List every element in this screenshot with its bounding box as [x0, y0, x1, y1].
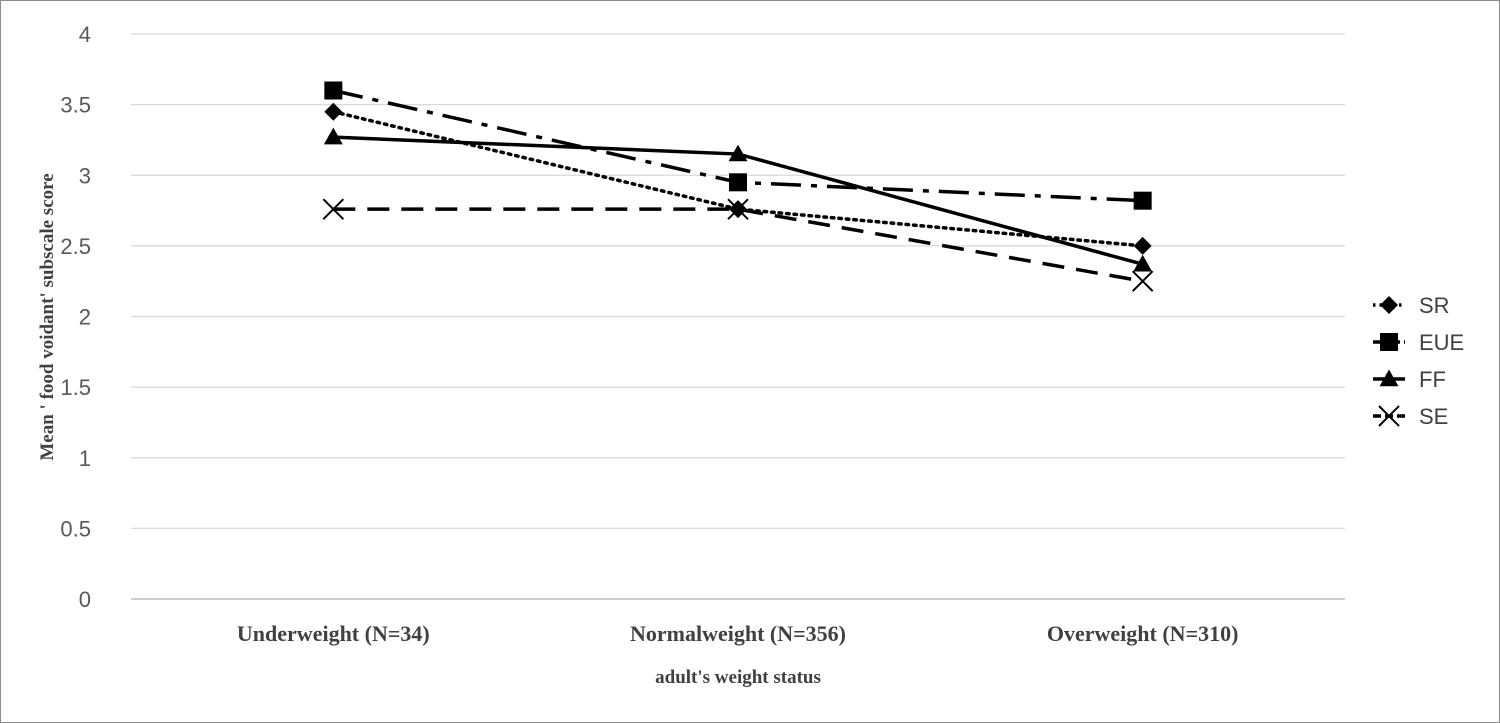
legend-label-sr: SR [1419, 293, 1450, 318]
y-axis-title: Mean ' food voidant' subscale score [37, 173, 58, 460]
gridlines [131, 33, 1345, 600]
y-tick-label: 4 [79, 22, 91, 47]
data-point-eue [729, 173, 747, 192]
x-category-label: Underweight (N=34) [237, 621, 430, 646]
data-point-eue [324, 81, 343, 100]
data-point-ff [1133, 254, 1153, 272]
x-axis-title: adult's weight status [655, 667, 821, 688]
legend-marker-se [1378, 405, 1400, 427]
legend-marker-eue [1380, 333, 1398, 351]
y-tick-label: 3 [79, 163, 91, 188]
data-point-sr [1133, 236, 1152, 255]
data-point-se [322, 198, 345, 220]
y-tick-label: 1 [79, 446, 91, 471]
series-line-se [333, 207, 1143, 283]
data-point-ff [728, 144, 748, 162]
y-tick-label: 0 [79, 587, 91, 612]
legend: SR EUE FF SE [1373, 293, 1464, 429]
legend-label-eue: EUE [1419, 330, 1464, 355]
legend-label-se: SE [1419, 404, 1448, 429]
data-point-ff [323, 127, 343, 145]
y-tick-label: 2.5 [60, 234, 91, 259]
y-tick-label: 0.5 [60, 516, 91, 541]
y-tick-label: 1.5 [60, 375, 91, 400]
data-point-sr [324, 102, 343, 121]
legend-marker-sr [1380, 296, 1398, 314]
x-category-labels: Underweight (N=34) Normalweight (N=356) Ov… [237, 621, 1239, 646]
data-point-eue [1133, 191, 1152, 210]
legend-marker-ff [1379, 369, 1399, 387]
y-tick-label: 2 [79, 305, 91, 330]
data-point-se [1131, 270, 1154, 292]
legend-label-ff: FF [1419, 367, 1446, 392]
y-tick-labels: 0 0.5 1 1.5 2 2.5 3 3.5 4 [60, 22, 91, 612]
y-tick-label: 3.5 [60, 93, 91, 118]
series-markers [322, 81, 1154, 292]
x-category-label: Overweight (N=310) [1047, 621, 1239, 646]
data-point-se [727, 198, 749, 220]
x-category-label: Normalweight (N=356) [630, 621, 846, 646]
